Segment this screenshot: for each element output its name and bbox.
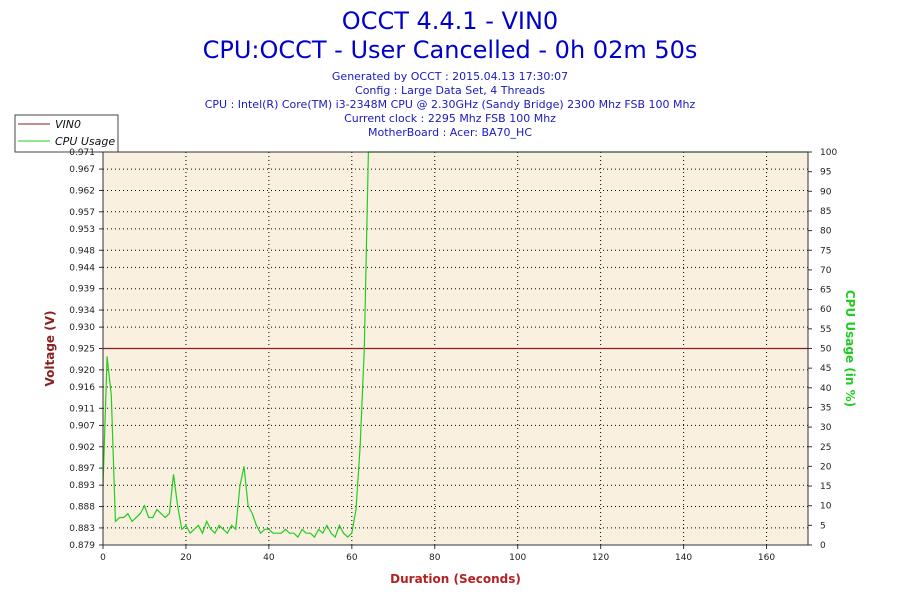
y-left-tick-label: 0.916 <box>69 383 95 393</box>
y-left-tick-label: 0.888 <box>69 503 95 513</box>
x-tick-label: 80 <box>429 553 441 563</box>
y-right-tick-label: 25 <box>820 443 831 453</box>
x-tick-label: 140 <box>675 553 692 563</box>
y-right-tick-label: 95 <box>820 168 831 178</box>
chart-subtitle: CPU:OCCT - User Cancelled - 0h 02m 50s <box>203 36 698 64</box>
y-left-tick-label: 0.953 <box>69 225 95 235</box>
x-tick-label: 100 <box>509 553 526 563</box>
y-right-tick-label: 35 <box>820 403 831 413</box>
y-left-tick-label: 0.971 <box>69 148 95 158</box>
y-left-tick-label: 0.879 <box>69 541 95 551</box>
x-tick-label: 0 <box>100 553 106 563</box>
series-layer <box>102 151 808 539</box>
y-left-tick-label: 0.948 <box>69 246 95 256</box>
y-right-tick-label: 60 <box>820 305 832 315</box>
legend-label-vin0: VIN0 <box>55 118 81 131</box>
y-left-tick-label: 0.911 <box>69 404 95 414</box>
y-right-tick-label: 90 <box>820 187 832 197</box>
y-right-tick-label: 40 <box>820 384 832 394</box>
y-right-tick-label: 85 <box>820 207 831 217</box>
x-tick-label: 160 <box>758 553 775 563</box>
info-clock: Current clock : 2295 Mhz FSB 100 Mhz <box>344 112 556 125</box>
y-left-tick-label: 0.902 <box>69 443 95 453</box>
y-left-tick-label: 0.962 <box>69 186 95 196</box>
legend-box <box>14 114 119 153</box>
y-axis-right-title: CPU Usage (in %) <box>843 290 857 407</box>
y-right-tick-label: 15 <box>820 482 831 492</box>
y-right-tick-label: 30 <box>820 423 832 433</box>
y-right-tick-label: 50 <box>820 345 832 355</box>
info-config: Config : Large Data Set, 4 Threads <box>355 84 545 97</box>
y-right-tick-label: 10 <box>820 502 832 512</box>
x-tick-label: 60 <box>346 553 358 563</box>
y-left-tick-label: 0.893 <box>69 481 95 491</box>
x-axis-title: Duration (Seconds) <box>390 572 521 586</box>
y-right-tick-label: 20 <box>820 462 832 472</box>
info-cpu: CPU : Intel(R) Core(TM) i3-2348M CPU @ 2… <box>205 98 696 111</box>
y-left-tick-label: 0.907 <box>69 421 95 431</box>
y-left-tick-label: 0.939 <box>69 285 95 295</box>
y-left-tick-label: 0.883 <box>69 524 95 534</box>
y-right-tick-label: 100 <box>820 148 837 158</box>
y-axis-left-title: Voltage (V) <box>43 311 57 387</box>
x-tick-label: 20 <box>180 553 192 563</box>
y-right-tick-label: 70 <box>820 266 832 276</box>
y-right-tick-label: 45 <box>820 364 831 374</box>
chart-title: OCCT 4.4.1 - VIN0 <box>342 7 558 35</box>
y-right-tick-label: 75 <box>820 246 831 256</box>
legend: VIN0 CPU Usage <box>14 114 119 153</box>
y-left-tick-label: 0.944 <box>69 263 95 273</box>
y-left-tick-label: 0.957 <box>69 208 95 218</box>
y-left-tick-label: 0.920 <box>69 366 95 376</box>
y-right-tick-label: 0 <box>820 541 826 551</box>
tick-layer: 0 20 40 60 80 100 120 140 1600.8790.8830.8880.89… <box>69 148 837 563</box>
x-tick-label: 40 <box>263 553 275 563</box>
y-left-tick-label: 0.925 <box>69 345 95 355</box>
y-left-tick-label: 0.934 <box>69 306 95 316</box>
legend-label-cpu-usage: CPU Usage <box>55 135 115 148</box>
y-right-tick-label: 5 <box>820 521 826 531</box>
y-left-tick-label: 0.967 <box>69 165 95 175</box>
y-right-tick-label: 65 <box>820 286 831 296</box>
y-left-tick-label: 0.897 <box>69 464 95 474</box>
y-right-tick-label: 80 <box>820 227 832 237</box>
series-line-cpu-usage <box>102 151 808 539</box>
y-right-tick-label: 55 <box>820 325 831 335</box>
y-left-tick-label: 0.930 <box>69 323 95 333</box>
x-tick-label: 120 <box>592 553 609 563</box>
info-generated: Generated by OCCT : 2015.04.13 17:30:07 <box>332 70 568 83</box>
info-motherboard: MotherBoard : Acer: BA70_HC <box>368 126 532 139</box>
